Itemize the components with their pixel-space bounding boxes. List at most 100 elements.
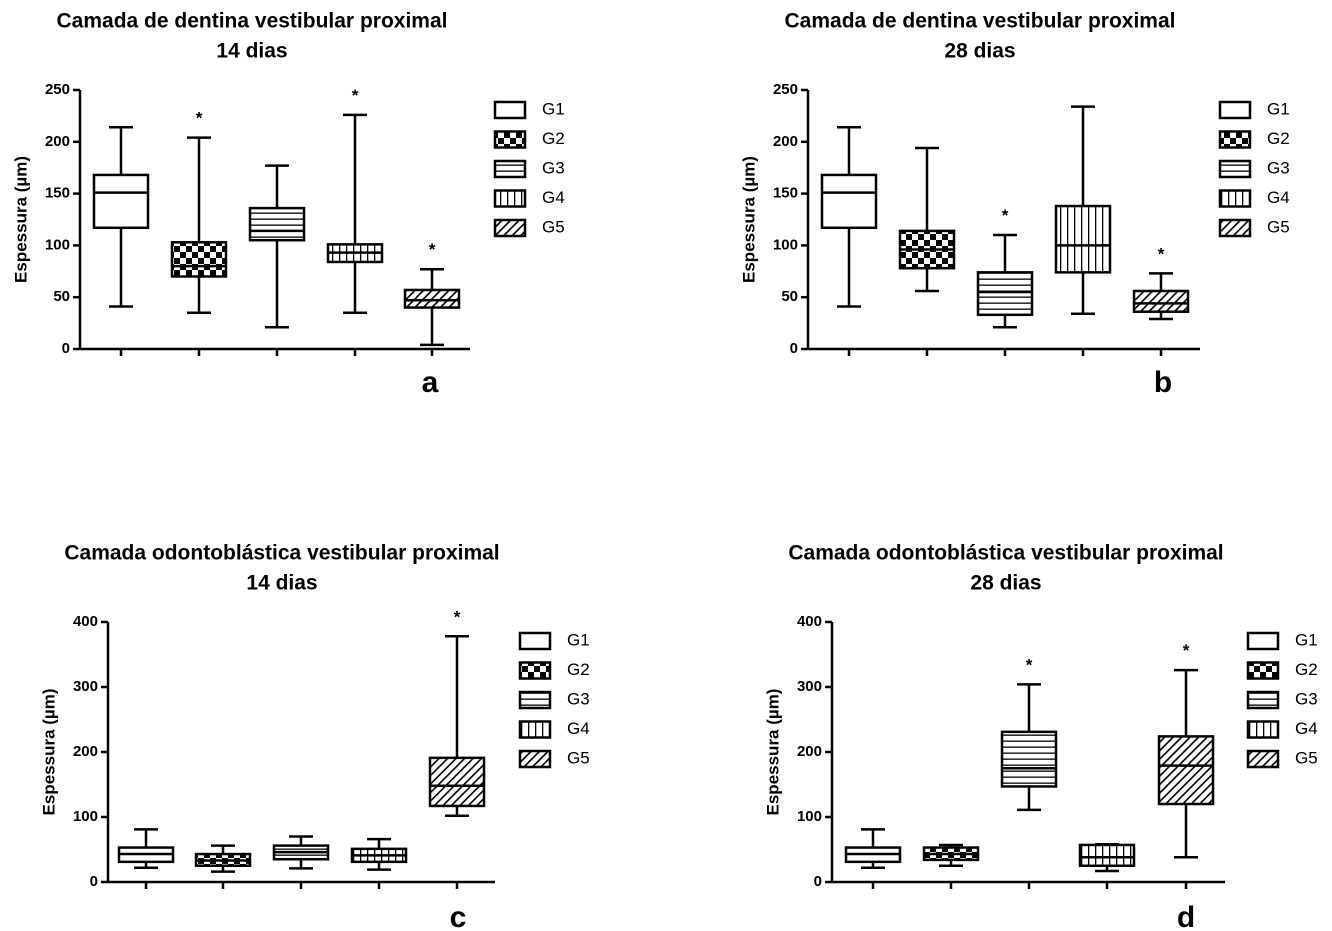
legend-swatch-checker-pattern xyxy=(1218,130,1252,149)
iqr-box xyxy=(820,173,878,230)
y-tick-label: 50 xyxy=(53,288,70,305)
legend-label: G5 xyxy=(1267,217,1290,236)
chart-panel-b: Camada de dentina vestibular proximal 28 … xyxy=(739,10,1289,399)
significance-star: * xyxy=(196,109,203,128)
y-axis-label: Espessura (µm) xyxy=(763,689,782,816)
legend-label: G1 xyxy=(1295,630,1318,649)
significance-star: * xyxy=(429,240,436,259)
chart-panel-c: Camada odontoblástica vestibular proxima… xyxy=(39,542,589,931)
legend-label: G5 xyxy=(567,748,590,767)
box-g5: * xyxy=(1132,244,1190,356)
iqr-box xyxy=(1000,730,1058,788)
legend-label: G2 xyxy=(1295,660,1318,679)
significance-star: * xyxy=(1183,641,1190,660)
legend-swatch-vertical-lines-pattern xyxy=(1246,720,1280,739)
box-g2: * xyxy=(170,109,228,356)
legend-swatch-checker-pattern xyxy=(493,130,527,149)
box-g4 xyxy=(1078,843,1136,889)
y-tick-label: 0 xyxy=(62,340,70,357)
box-g5: * xyxy=(1157,641,1215,889)
box-g5: * xyxy=(403,240,461,356)
chart-title: Camada odontoblástica vestibular proxima… xyxy=(64,542,499,565)
legend-label: G5 xyxy=(542,217,565,236)
panel-letter: b xyxy=(1154,366,1172,399)
box-g1 xyxy=(820,126,878,356)
box-g3: * xyxy=(976,206,1034,356)
legend-swatch-diagonal-hatch-pattern xyxy=(1218,218,1252,238)
legend-label: G1 xyxy=(1267,99,1290,118)
iqr-box xyxy=(1132,289,1190,313)
box-g1 xyxy=(92,126,150,356)
legend-label: G3 xyxy=(567,689,590,708)
legend-swatch-blank-pattern xyxy=(493,100,527,120)
legend-swatch-checker-pattern xyxy=(518,661,552,680)
legend-swatch-blank-pattern xyxy=(518,631,552,651)
box-g2 xyxy=(922,843,980,889)
y-tick-label: 100 xyxy=(73,808,98,825)
y-tick-label: 0 xyxy=(90,873,98,890)
y-tick-label: 100 xyxy=(45,236,70,253)
panel-letter: a xyxy=(422,366,439,399)
y-tick-label: 100 xyxy=(773,236,798,253)
legend-swatch-blank-pattern xyxy=(1246,631,1280,651)
legend-label: G4 xyxy=(1295,719,1318,738)
significance-star: * xyxy=(1026,655,1033,674)
legend-swatch-horizontal-lines-pattern xyxy=(518,690,552,710)
y-tick-label: 150 xyxy=(45,185,70,202)
legend-swatch-checker-pattern xyxy=(1246,661,1280,680)
y-tick-label: 0 xyxy=(790,340,798,357)
y-tick-label: 300 xyxy=(73,678,98,695)
legend-label: G3 xyxy=(542,158,565,177)
y-tick-label: 400 xyxy=(73,613,98,630)
significance-star: * xyxy=(1158,244,1165,263)
significance-star: * xyxy=(352,86,359,105)
legend-swatch-horizontal-lines-pattern xyxy=(1218,159,1252,179)
iqr-box xyxy=(1054,204,1112,274)
y-tick-label: 50 xyxy=(781,288,798,305)
y-tick-label: 150 xyxy=(773,185,798,202)
chart-subtitle: 14 dias xyxy=(216,40,287,63)
legend-label: G2 xyxy=(542,129,565,148)
chart-subtitle: 28 dias xyxy=(970,572,1041,595)
legend-label: G2 xyxy=(567,660,590,679)
iqr-box xyxy=(403,288,461,309)
chart-title: Camada de dentina vestibular proximal xyxy=(57,10,448,33)
box-g5: * xyxy=(428,607,486,889)
y-tick-label: 250 xyxy=(45,81,70,98)
box-g4 xyxy=(350,837,408,889)
legend-label: G5 xyxy=(1295,748,1318,767)
y-tick-label: 0 xyxy=(814,873,822,890)
legend-swatch-vertical-lines-pattern xyxy=(1218,189,1252,208)
iqr-box xyxy=(1157,735,1215,806)
box-g1 xyxy=(117,828,175,889)
significance-star: * xyxy=(454,607,461,626)
legend-label: G4 xyxy=(542,188,565,207)
legend-label: G2 xyxy=(1267,129,1290,148)
legend-swatch-horizontal-lines-pattern xyxy=(493,159,527,179)
legend-swatch-blank-pattern xyxy=(1218,100,1252,120)
legend-swatch-vertical-lines-pattern xyxy=(493,189,527,208)
legend-swatch-diagonal-hatch-pattern xyxy=(518,749,552,769)
iqr-box xyxy=(248,206,306,242)
box-g3 xyxy=(272,835,330,889)
y-tick-label: 200 xyxy=(73,743,98,760)
y-tick-label: 200 xyxy=(773,133,798,150)
legend-label: G3 xyxy=(1295,689,1318,708)
legend-label: G4 xyxy=(567,719,590,738)
iqr-box xyxy=(170,241,228,278)
legend-swatch-vertical-lines-pattern xyxy=(518,720,552,739)
box-g2 xyxy=(898,146,956,356)
legend-label: G3 xyxy=(1267,158,1290,177)
iqr-box xyxy=(976,271,1034,317)
iqr-box xyxy=(92,173,150,230)
chart-title: Camada odontoblástica vestibular proxima… xyxy=(788,542,1223,565)
box-g4: * xyxy=(326,86,384,356)
y-tick-label: 400 xyxy=(797,613,822,630)
box-g3: * xyxy=(1000,655,1058,889)
y-tick-label: 250 xyxy=(773,81,798,98)
y-tick-label: 200 xyxy=(797,743,822,760)
iqr-box xyxy=(428,756,486,808)
box-g1 xyxy=(844,828,902,889)
chart-title: Camada de dentina vestibular proximal xyxy=(785,10,1176,33)
